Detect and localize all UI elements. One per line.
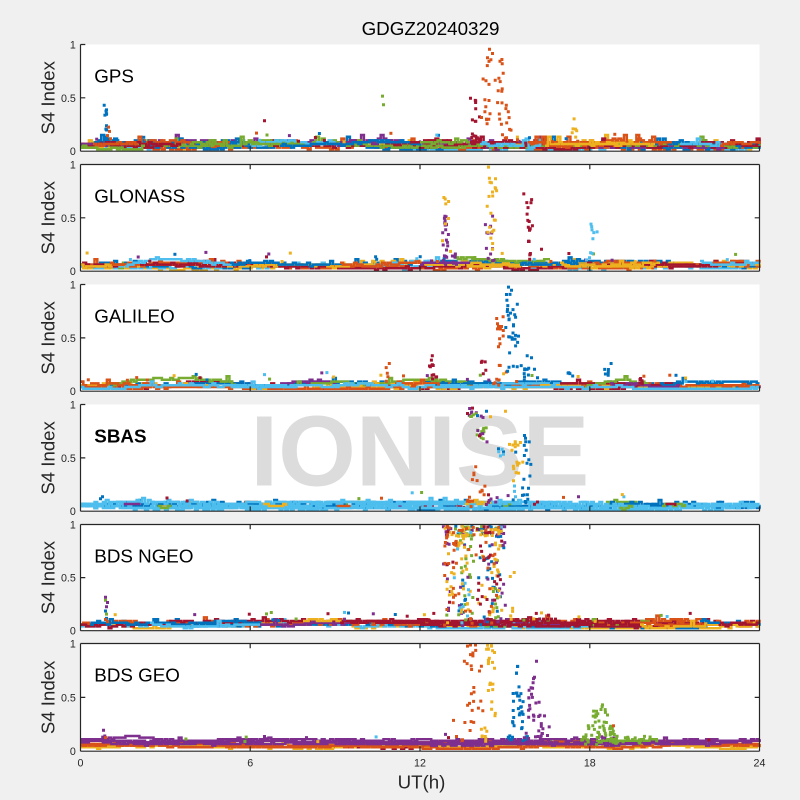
svg-text:0.5: 0.5 bbox=[61, 333, 76, 345]
svg-text:S4 Index: S4 Index bbox=[38, 660, 59, 734]
svg-text:S4 Index: S4 Index bbox=[38, 301, 59, 375]
svg-text:SBAS: SBAS bbox=[94, 425, 146, 446]
svg-text:GALILEO: GALILEO bbox=[94, 305, 174, 326]
svg-text:24: 24 bbox=[754, 758, 766, 770]
svg-text:S4 Index: S4 Index bbox=[38, 421, 59, 495]
svg-text:S4 Index: S4 Index bbox=[38, 60, 59, 134]
svg-text:0: 0 bbox=[78, 758, 84, 770]
svg-text:0.5: 0.5 bbox=[61, 692, 76, 704]
svg-text:BDS NGEO: BDS NGEO bbox=[94, 545, 193, 566]
svg-text:BDS GEO: BDS GEO bbox=[94, 664, 180, 685]
svg-text:0: 0 bbox=[70, 146, 76, 158]
svg-text:0.5: 0.5 bbox=[61, 93, 76, 105]
svg-text:1: 1 bbox=[70, 40, 76, 52]
svg-text:IONISE: IONISE bbox=[250, 395, 589, 507]
svg-text:0: 0 bbox=[70, 506, 76, 518]
svg-text:18: 18 bbox=[584, 758, 596, 770]
svg-text:12: 12 bbox=[414, 758, 426, 770]
svg-text:0.5: 0.5 bbox=[61, 453, 76, 465]
svg-text:GDGZ20240329: GDGZ20240329 bbox=[362, 18, 500, 39]
svg-text:0: 0 bbox=[70, 266, 76, 278]
svg-text:0: 0 bbox=[70, 626, 76, 638]
svg-text:0: 0 bbox=[70, 386, 76, 398]
svg-text:1: 1 bbox=[70, 280, 76, 292]
svg-text:6: 6 bbox=[247, 758, 253, 770]
svg-text:GPS: GPS bbox=[94, 65, 134, 86]
svg-text:1: 1 bbox=[70, 639, 76, 651]
svg-text:UT(h): UT(h) bbox=[398, 771, 446, 792]
svg-text:S4 Index: S4 Index bbox=[38, 180, 59, 254]
svg-text:GLONASS: GLONASS bbox=[94, 185, 185, 206]
svg-text:1: 1 bbox=[70, 400, 76, 412]
svg-text:0.5: 0.5 bbox=[61, 573, 76, 585]
svg-text:1: 1 bbox=[70, 160, 76, 172]
svg-text:S4 Index: S4 Index bbox=[38, 540, 59, 614]
svg-text:1: 1 bbox=[70, 520, 76, 532]
svg-text:0.5: 0.5 bbox=[61, 213, 76, 225]
svg-text:0: 0 bbox=[70, 746, 76, 758]
